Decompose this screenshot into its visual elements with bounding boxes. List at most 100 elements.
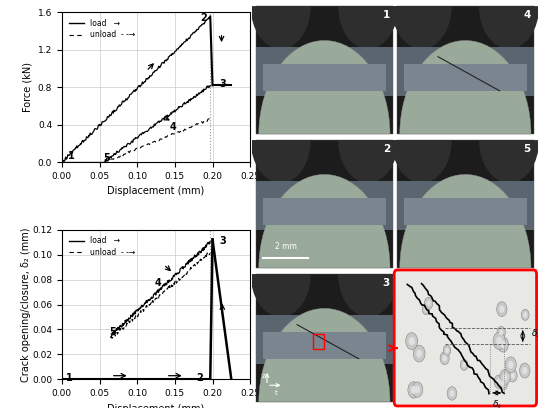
Circle shape (412, 382, 423, 397)
Circle shape (505, 357, 516, 373)
Circle shape (413, 345, 425, 362)
Circle shape (424, 297, 433, 309)
Circle shape (427, 300, 431, 306)
Wedge shape (251, 6, 311, 49)
Text: 5: 5 (523, 144, 531, 154)
Bar (256, 315, 393, 364)
Circle shape (410, 386, 416, 394)
Circle shape (497, 302, 507, 317)
Bar (397, 140, 534, 268)
Circle shape (520, 363, 530, 378)
Circle shape (445, 348, 449, 353)
Text: z: z (261, 373, 265, 379)
Text: 4: 4 (170, 122, 176, 132)
Circle shape (523, 312, 527, 318)
Text: 4: 4 (155, 278, 161, 288)
Bar (397, 47, 534, 95)
Wedge shape (479, 140, 538, 183)
Bar (263, 332, 386, 359)
Bar (314, 334, 324, 349)
Text: 3: 3 (219, 80, 225, 89)
Circle shape (499, 306, 505, 313)
Text: 1: 1 (66, 373, 73, 383)
Circle shape (416, 349, 422, 358)
Text: 2: 2 (196, 373, 203, 383)
Circle shape (496, 337, 502, 345)
Text: 2 mm: 2 mm (274, 242, 296, 251)
Wedge shape (400, 40, 531, 134)
Bar (256, 181, 393, 230)
Wedge shape (259, 40, 390, 134)
Wedge shape (338, 6, 398, 49)
Circle shape (493, 332, 505, 350)
Circle shape (415, 386, 420, 393)
Text: 2: 2 (383, 144, 390, 154)
Text: $\delta_t$: $\delta_t$ (492, 398, 502, 408)
Circle shape (450, 390, 454, 397)
Bar (397, 6, 534, 134)
Text: 1: 1 (68, 151, 74, 161)
X-axis label: Displacement (mm): Displacement (mm) (108, 186, 204, 196)
Circle shape (424, 307, 428, 312)
Circle shape (494, 375, 504, 388)
Circle shape (500, 369, 511, 384)
Circle shape (422, 304, 430, 315)
Text: 3: 3 (219, 236, 225, 246)
Circle shape (461, 359, 468, 370)
Circle shape (522, 367, 527, 374)
Bar (256, 274, 393, 402)
Text: $\delta_z$: $\delta_z$ (531, 327, 538, 340)
Circle shape (499, 377, 508, 390)
Circle shape (511, 373, 515, 379)
Bar (263, 198, 386, 225)
Legend: load   →, unload  - -→: load →, unload - -→ (66, 16, 138, 42)
Bar (404, 64, 527, 91)
Y-axis label: Force (kN): Force (kN) (22, 62, 32, 112)
Circle shape (442, 355, 447, 361)
Bar (404, 198, 527, 225)
Wedge shape (251, 140, 311, 183)
Y-axis label: Crack opening/closure, δ₂ (mm): Crack opening/closure, δ₂ (mm) (20, 227, 31, 382)
Wedge shape (251, 274, 311, 317)
Circle shape (521, 309, 529, 320)
Wedge shape (338, 140, 398, 183)
Text: 5: 5 (104, 153, 110, 163)
Circle shape (408, 382, 420, 398)
X-axis label: Displacement (mm): Displacement (mm) (108, 404, 204, 408)
Circle shape (508, 361, 514, 369)
Bar (397, 181, 534, 230)
Circle shape (508, 369, 517, 382)
Text: 4: 4 (523, 10, 531, 20)
Circle shape (440, 352, 449, 365)
Circle shape (411, 339, 415, 345)
Circle shape (447, 387, 457, 400)
Wedge shape (338, 274, 398, 317)
Circle shape (409, 336, 417, 347)
Wedge shape (392, 140, 452, 183)
Bar (263, 64, 386, 91)
Circle shape (499, 329, 503, 335)
Circle shape (443, 345, 451, 356)
Text: 2: 2 (200, 13, 207, 23)
Bar (256, 140, 393, 268)
Circle shape (501, 380, 505, 387)
Wedge shape (259, 308, 390, 402)
Circle shape (462, 362, 466, 368)
Text: 5: 5 (109, 327, 116, 337)
Bar (256, 6, 393, 134)
Bar (256, 47, 393, 95)
Circle shape (500, 341, 506, 348)
Circle shape (497, 326, 505, 338)
Circle shape (502, 373, 508, 381)
Legend: load   →, unload  - -→: load →, unload - -→ (66, 233, 138, 260)
Wedge shape (392, 6, 452, 49)
Text: 3: 3 (383, 278, 390, 288)
Circle shape (497, 379, 501, 385)
Text: t: t (275, 390, 278, 397)
FancyBboxPatch shape (394, 270, 536, 406)
Circle shape (406, 333, 417, 350)
Circle shape (498, 337, 508, 352)
Wedge shape (479, 6, 538, 49)
Wedge shape (259, 174, 390, 268)
Wedge shape (400, 174, 531, 268)
